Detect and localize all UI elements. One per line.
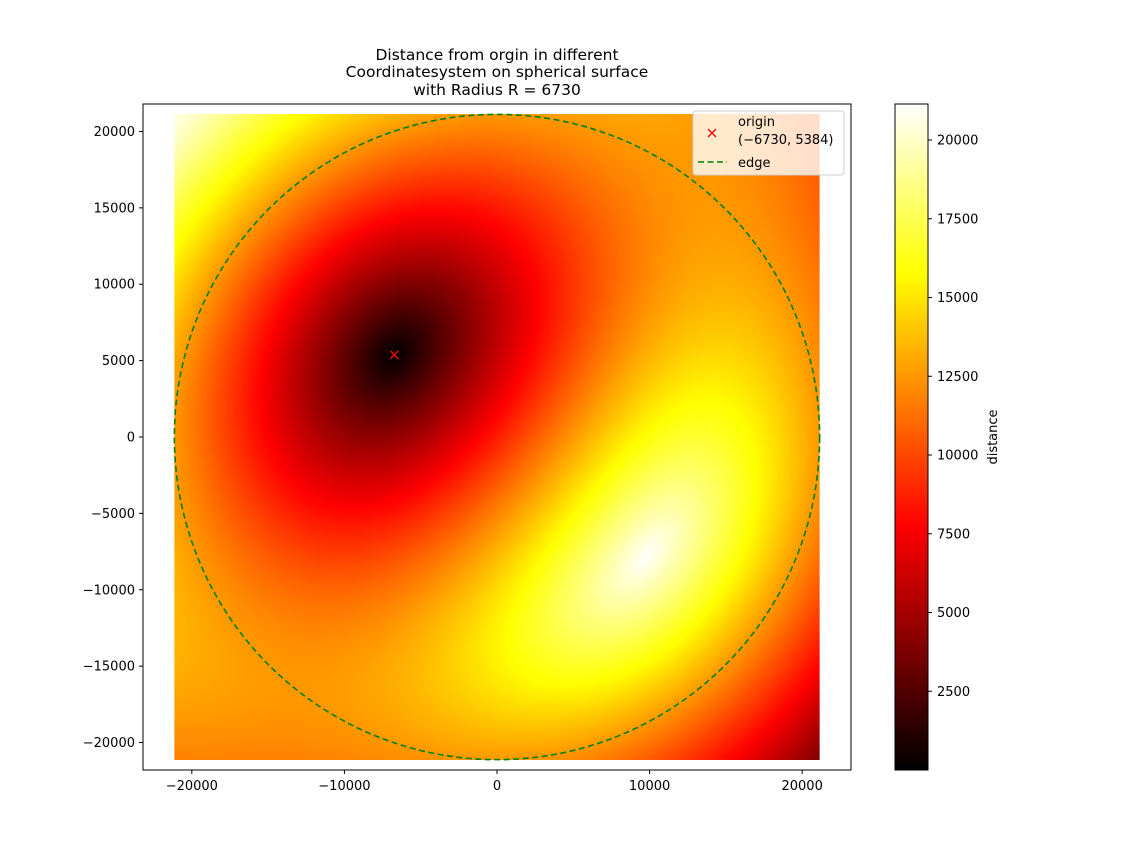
colorbar-tick-label: 20000 bbox=[937, 134, 978, 149]
colorbar: 2500 5000 7500 10000 12500 15000 17500 20000 di… bbox=[894, 103, 1001, 771]
y-tick-label: 20000 bbox=[94, 125, 135, 140]
legend: origin (−6730, 5384) edge bbox=[692, 110, 845, 176]
marker-stroke bbox=[389, 350, 399, 360]
x-axis: −20000 −10000 0 10000 20000 bbox=[166, 770, 823, 794]
colorbar-gradient bbox=[895, 104, 928, 770]
y-tick-label: −10000 bbox=[83, 583, 135, 598]
legend-origin-label: origin bbox=[738, 115, 775, 130]
plot-area bbox=[142, 103, 852, 771]
legend-edge-label: edge bbox=[738, 156, 771, 171]
y-tick-label: 5000 bbox=[102, 354, 135, 369]
chart-title-line-3: with Radius R = 6730 bbox=[413, 81, 581, 99]
heatmap-image bbox=[174, 114, 820, 760]
legend-box bbox=[692, 110, 845, 176]
origin-marker bbox=[389, 350, 399, 360]
colorbar-tick-label: 2500 bbox=[937, 685, 970, 700]
y-tick-label: 0 bbox=[127, 431, 135, 446]
y-tick-label: −20000 bbox=[83, 736, 135, 751]
chart-title-line-1: Distance from orgin in different bbox=[375, 46, 618, 64]
x-tick-label: 10000 bbox=[629, 779, 670, 794]
legend-origin-coordinates: (−6730, 5384) bbox=[738, 133, 833, 148]
y-tick-label: 10000 bbox=[94, 278, 135, 293]
colorbar-ticks: 2500 5000 7500 10000 12500 15000 17500 20000 bbox=[928, 134, 978, 700]
colorbar-tick-label: 12500 bbox=[937, 370, 978, 385]
x-tick-label: −10000 bbox=[318, 779, 370, 794]
colorbar-tick-label: 15000 bbox=[937, 291, 978, 306]
chart-title-line-2: Coordinatesystem on spherical surface bbox=[346, 63, 649, 81]
colorbar-tick-label: 5000 bbox=[937, 606, 970, 621]
chart-title: Distance from orgin in different Coordin… bbox=[346, 46, 649, 99]
marker-stroke bbox=[707, 128, 717, 138]
x-tick-label: 0 bbox=[493, 779, 501, 794]
x-tick-label: −20000 bbox=[166, 779, 218, 794]
y-tick-label: −15000 bbox=[83, 660, 135, 675]
colorbar-tick-label: 7500 bbox=[937, 527, 970, 542]
y-tick-label: 15000 bbox=[94, 201, 135, 216]
colorbar-tick-label: 17500 bbox=[937, 212, 978, 227]
legend-origin-marker-icon bbox=[707, 128, 717, 138]
y-axis: −20000 −15000 −10000 −5000 0 5000 10000 15000 20… bbox=[83, 125, 143, 751]
y-tick-label: −5000 bbox=[91, 507, 135, 522]
colorbar-label: distance bbox=[986, 409, 1001, 464]
x-tick-label: 20000 bbox=[781, 779, 822, 794]
colorbar-tick-label: 10000 bbox=[937, 449, 978, 464]
colorbar-frame bbox=[894, 103, 929, 771]
edge-circle bbox=[173, 113, 821, 761]
